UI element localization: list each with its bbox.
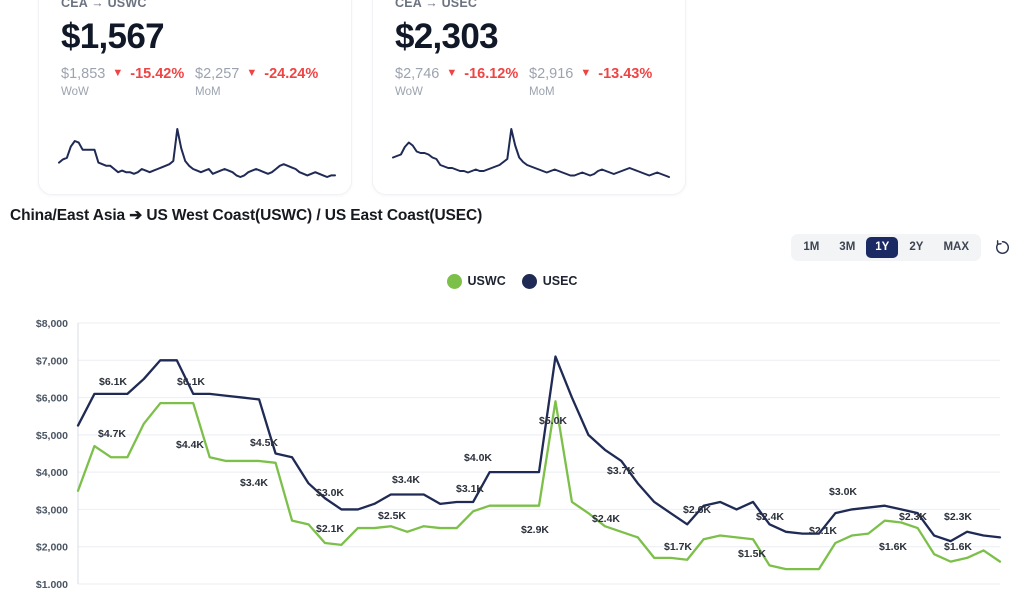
range-controls: 1M 3M 1Y 2Y MAX — [791, 234, 1012, 261]
data-point-label: $3.4K — [392, 474, 420, 486]
data-point-label: $2.9K — [521, 524, 549, 536]
kpi-delta-line: $2,746 ▼ -16.12% — [395, 65, 529, 82]
kpi-delta-period-label: MoM — [529, 86, 555, 98]
data-point-label: $3.0K — [316, 487, 344, 499]
legend-label: USWC — [467, 274, 506, 288]
kpi-delta-line: $1,853 ▼ -15.42% — [61, 65, 195, 82]
kpi-delta-group: $2,746 ▼ -16.12% WoW $2,916 ▼ -13.43% MoM — [395, 65, 663, 98]
y-axis-tick-label: $3,000 — [36, 504, 68, 516]
y-axis-tick-label: $8,000 — [36, 318, 68, 330]
trend-down-icon: ▼ — [246, 67, 258, 80]
kpi-delta-line: $2,916 ▼ -13.43% — [529, 65, 663, 82]
data-point-label: $1.6K — [944, 541, 972, 553]
kpi-delta-period-label: MoM — [195, 86, 221, 98]
range-button-2y[interactable]: 2Y — [900, 237, 932, 258]
series-line-usec — [76, 355, 1002, 543]
kpi-delta-mom: $2,916 ▼ -13.43% MoM — [529, 65, 663, 98]
data-point-label: $2.1K — [316, 523, 344, 535]
range-button-1m[interactable]: 1M — [794, 237, 828, 258]
kpi-value: $1,567 — [61, 16, 165, 56]
kpi-value: $2,303 — [395, 16, 499, 56]
y-axis-tick-label: $4,000 — [36, 467, 68, 479]
legend-item-usec[interactable]: USEC — [521, 273, 578, 289]
kpi-card[interactable]: CEA → USWC $1,567 $1,853 ▼ -15.42% WoW $2,257 ▼… — [38, 0, 352, 195]
data-point-label: $1.6K — [879, 541, 907, 553]
data-point-label: $2.4K — [592, 513, 620, 525]
range-button-group: 1M 3M 1Y 2Y MAX — [791, 234, 981, 261]
data-point-label: $2.6K — [683, 504, 711, 516]
data-point-label: $2.5K — [378, 510, 406, 522]
series-line-uswc — [76, 400, 1002, 571]
kpi-delta-group: $1,853 ▼ -15.42% WoW $2,257 ▼ -24.24% MoM — [61, 65, 329, 98]
data-point-label: $4.5K — [250, 437, 278, 449]
data-point-label: $5.0K — [539, 415, 567, 427]
y-axis-tick-label: $5,000 — [36, 430, 68, 442]
kpi-delta-mom: $2,257 ▼ -24.24% MoM — [195, 65, 329, 98]
kpi-card[interactable]: CEA → USEC $2,303 $2,746 ▼ -16.12% WoW $2,916 ▼… — [372, 0, 686, 195]
data-point-label: $3.1K — [456, 483, 484, 495]
legend-label: USEC — [542, 274, 578, 288]
kpi-delta-wow: $1,853 ▼ -15.42% WoW — [61, 65, 195, 98]
kpi-route-label: CEA → USEC — [395, 0, 478, 10]
data-point-label: $1.5K — [738, 548, 766, 560]
data-point-label: $4.4K — [176, 439, 204, 451]
chart-legend: USWC USEC — [10, 268, 1014, 294]
kpi-delta-period-label: WoW — [395, 86, 423, 98]
kpi-delta-previous-value: $2,746 — [395, 65, 440, 82]
data-point-label: $6.1K — [177, 376, 205, 388]
kpi-delta-percent: -13.43% — [598, 65, 653, 82]
legend-color-swatch-uswc — [446, 273, 462, 289]
kpi-delta-wow: $2,746 ▼ -16.12% WoW — [395, 65, 529, 98]
reset-icon[interactable] — [992, 237, 1012, 257]
data-point-label: $4.0K — [464, 452, 492, 464]
data-point-label: $3.0K — [829, 486, 857, 498]
kpi-delta-percent: -24.24% — [264, 65, 319, 82]
y-axis-tick-label: $2,000 — [36, 542, 68, 554]
data-point-label: $2.4K — [756, 511, 784, 523]
trend-down-icon: ▼ — [580, 67, 592, 80]
legend-item-uswc[interactable]: USWC — [446, 273, 506, 289]
data-point-label: $2.3K — [944, 511, 972, 523]
kpi-delta-previous-value: $1,853 — [61, 65, 106, 82]
range-button-1y[interactable]: 1Y — [866, 237, 899, 258]
line-chart-svg: $1,000 $2,000 $3,000 $4,000 $5,000 $6,000 $7,0… — [36, 318, 1002, 588]
kpi-delta-previous-value: $2,257 — [195, 65, 240, 82]
range-button-3m[interactable]: 3M — [830, 237, 864, 258]
legend-color-swatch-usec — [521, 273, 537, 289]
section-title: China/East Asia ➔ US West Coast(USWC) / … — [10, 207, 483, 224]
data-point-label: $2.3K — [899, 511, 927, 523]
data-point-label: $3.7K — [607, 465, 635, 477]
trend-down-icon: ▼ — [112, 67, 124, 80]
data-point-label: $4.7K — [98, 428, 126, 440]
y-axis-tick-label: $7,000 — [36, 355, 68, 367]
data-point-label: $1.7K — [664, 541, 692, 553]
kpi-sparkline — [58, 128, 336, 178]
kpi-sparkline — [392, 128, 670, 178]
range-button-max[interactable]: MAX — [934, 237, 978, 258]
trend-down-icon: ▼ — [446, 67, 458, 80]
kpi-delta-percent: -16.12% — [464, 65, 519, 82]
kpi-delta-percent: -15.42% — [130, 65, 185, 82]
data-point-label: $2.1K — [809, 525, 837, 537]
kpi-delta-previous-value: $2,916 — [529, 65, 574, 82]
kpi-delta-period-label: WoW — [61, 86, 89, 98]
kpi-route-label: CEA → USWC — [61, 0, 147, 10]
kpi-delta-line: $2,257 ▼ -24.24% — [195, 65, 329, 82]
data-point-label: $6.1K — [99, 376, 127, 388]
chart-plot-area: $1,000 $2,000 $3,000 $4,000 $5,000 $6,000 $7,0… — [10, 294, 1014, 588]
y-axis-tick-label: $6,000 — [36, 393, 68, 405]
y-axis-tick-label: $1,000 — [36, 579, 68, 588]
main-chart-panel: USWC USEC $1,000 $2,000 $3,000 $4,000 $5,000 $… — [10, 268, 1014, 588]
kpi-cards-row: CEA → USWC $1,567 $1,853 ▼ -15.42% WoW $2,257 ▼… — [38, 0, 686, 195]
data-point-label: $3.4K — [240, 477, 268, 489]
